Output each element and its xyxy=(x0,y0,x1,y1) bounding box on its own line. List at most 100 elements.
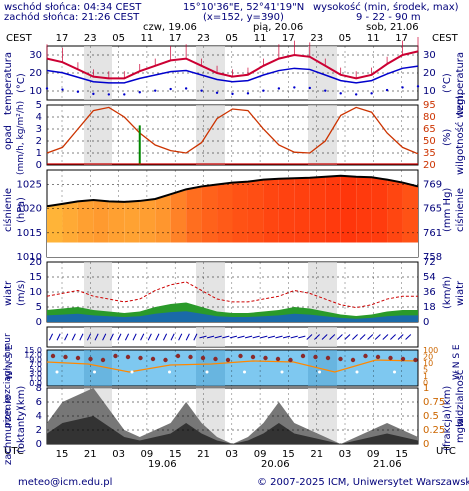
night-band xyxy=(308,327,337,347)
pressure-fill xyxy=(402,182,418,243)
night-band xyxy=(84,105,112,165)
temp-tick-left: 30 xyxy=(29,50,42,61)
wind-direction-arrow xyxy=(260,335,268,339)
hour-label-bottom: 15 xyxy=(56,449,69,460)
wind-tick-right: 36 xyxy=(423,287,436,298)
wind-tick-right: 18 xyxy=(423,302,436,313)
cloud-base-dot xyxy=(238,353,243,359)
sunset-text: zachód słońca: 21:26 CEST xyxy=(4,12,140,23)
cloud-top-dot xyxy=(168,370,171,374)
wind-direction-arrow xyxy=(329,334,336,340)
pressure-tick-right: 769 xyxy=(423,180,442,191)
day-label-bottom: 20.06 xyxy=(261,459,290,470)
gust-line xyxy=(46,281,418,309)
wind-direction-arrow xyxy=(237,335,245,339)
cloud-base-tick: 0.0 xyxy=(29,379,42,388)
visibility-line xyxy=(46,359,417,373)
dew-dot xyxy=(262,89,265,92)
hour-label-top: 11 xyxy=(367,33,380,44)
wind-direction-arrow xyxy=(290,335,298,339)
dew-dot xyxy=(107,93,111,96)
visibility-tick: 5 xyxy=(423,366,428,375)
wind-direction-arrow xyxy=(267,335,276,339)
precip-tick: 2 xyxy=(36,136,42,147)
temp-tick-left: 10 xyxy=(29,86,42,97)
pressure-fill xyxy=(387,179,403,243)
hour-label-top: 11 xyxy=(141,33,154,44)
cloud-top-dot xyxy=(130,370,134,374)
height-title: wysokość (min, środek, max) xyxy=(313,2,459,13)
hour-label-bottom: 09 xyxy=(254,449,267,460)
humidity-tick: 95 xyxy=(423,100,436,111)
cloud-base-dot xyxy=(50,353,56,359)
cloud-base-tick: 5.0 xyxy=(29,365,42,374)
wind-direction-arrow xyxy=(352,334,358,340)
pressure-fill xyxy=(62,201,78,243)
wind-tick-right: 0 xyxy=(423,317,429,328)
wind-direction-arrow xyxy=(193,333,198,341)
wind-direction-arrow xyxy=(64,333,69,341)
dew-dot xyxy=(354,93,358,96)
hour-label-bottom: 09 xyxy=(141,449,154,460)
dew-dot xyxy=(416,85,420,88)
humidity-tick: 80 xyxy=(423,112,436,123)
pressure-fill xyxy=(155,194,171,243)
day-label-bottom: 21.06 xyxy=(373,459,402,470)
cloud-cover-tick: 0 xyxy=(36,439,42,450)
dew-dot xyxy=(324,89,327,92)
pressure-fill xyxy=(232,181,248,243)
wind-tick-right: 54 xyxy=(423,272,436,283)
dew-dot xyxy=(246,92,250,95)
temp-tick-right: 20 xyxy=(423,68,436,79)
footer-email[interactable]: meteo@icm.edu.pl xyxy=(18,477,113,488)
hour-label-bottom: 03 xyxy=(225,449,238,460)
dewpoint-line xyxy=(46,65,419,84)
cloud-top-dot xyxy=(280,370,284,374)
timezone-top-left: CEST xyxy=(6,33,32,44)
cloud-base-tick: 3.0 xyxy=(29,370,42,379)
visibility-tick: 0 xyxy=(423,379,428,388)
hour-label-top: 23 xyxy=(84,33,97,44)
hour-label-top: 23 xyxy=(310,33,323,44)
wind-direction-arrow xyxy=(132,333,137,341)
cloud-base-dot xyxy=(388,355,393,361)
wind-tick-left: 20 xyxy=(29,257,42,268)
precip-tick: 1 xyxy=(36,148,42,159)
cloud-base-dot xyxy=(300,353,306,359)
pressure-tick-right: 765 xyxy=(423,204,442,215)
cloud-base-tick: 7.0 xyxy=(29,360,42,369)
coordinates-text: 15°10'36"E, 52°41'19"N xyxy=(183,2,305,13)
cloud-base-dot xyxy=(375,354,381,360)
cloud-base-dot xyxy=(275,356,281,362)
wind-direction-arrow xyxy=(275,335,283,339)
night-band xyxy=(84,327,112,347)
cloud-top-dot xyxy=(55,370,59,374)
cloud-base-dot xyxy=(263,355,268,361)
cloud-base-tick: 1.0 xyxy=(29,374,42,383)
fog-tick: 0 xyxy=(423,439,429,450)
cloud-base-tick: 9.0 xyxy=(29,355,42,364)
fog-tick: 0.5 xyxy=(423,411,439,422)
pressure-tick-right: 761 xyxy=(423,228,442,239)
wind-area-low xyxy=(47,311,418,322)
humidity-line xyxy=(46,106,419,155)
wind-direction-arrow xyxy=(282,335,291,339)
pressure-fill xyxy=(124,200,140,243)
pressure-fill xyxy=(201,184,218,243)
wind-direction-arrow xyxy=(178,333,183,341)
cloud-base-dot xyxy=(313,354,318,360)
hour-label-top: 17 xyxy=(169,33,182,44)
hour-label-top: 05 xyxy=(225,33,238,44)
wind-tick-left: 0 xyxy=(36,317,42,328)
night-band xyxy=(308,105,337,165)
wind-direction-arrow xyxy=(359,334,366,340)
pressure-fill xyxy=(93,199,109,243)
wind-direction-arrow xyxy=(397,334,404,340)
hour-label-bottom: 21 xyxy=(84,449,97,460)
hour-label-bottom: 03 xyxy=(112,449,125,460)
wind-direction-arrow xyxy=(147,333,152,341)
wind-tick-left: 5 xyxy=(36,302,42,313)
cloud-base-dot xyxy=(288,357,293,363)
wind-direction-arrow xyxy=(306,334,313,340)
cloud-cover-tick: 6 xyxy=(36,397,42,408)
